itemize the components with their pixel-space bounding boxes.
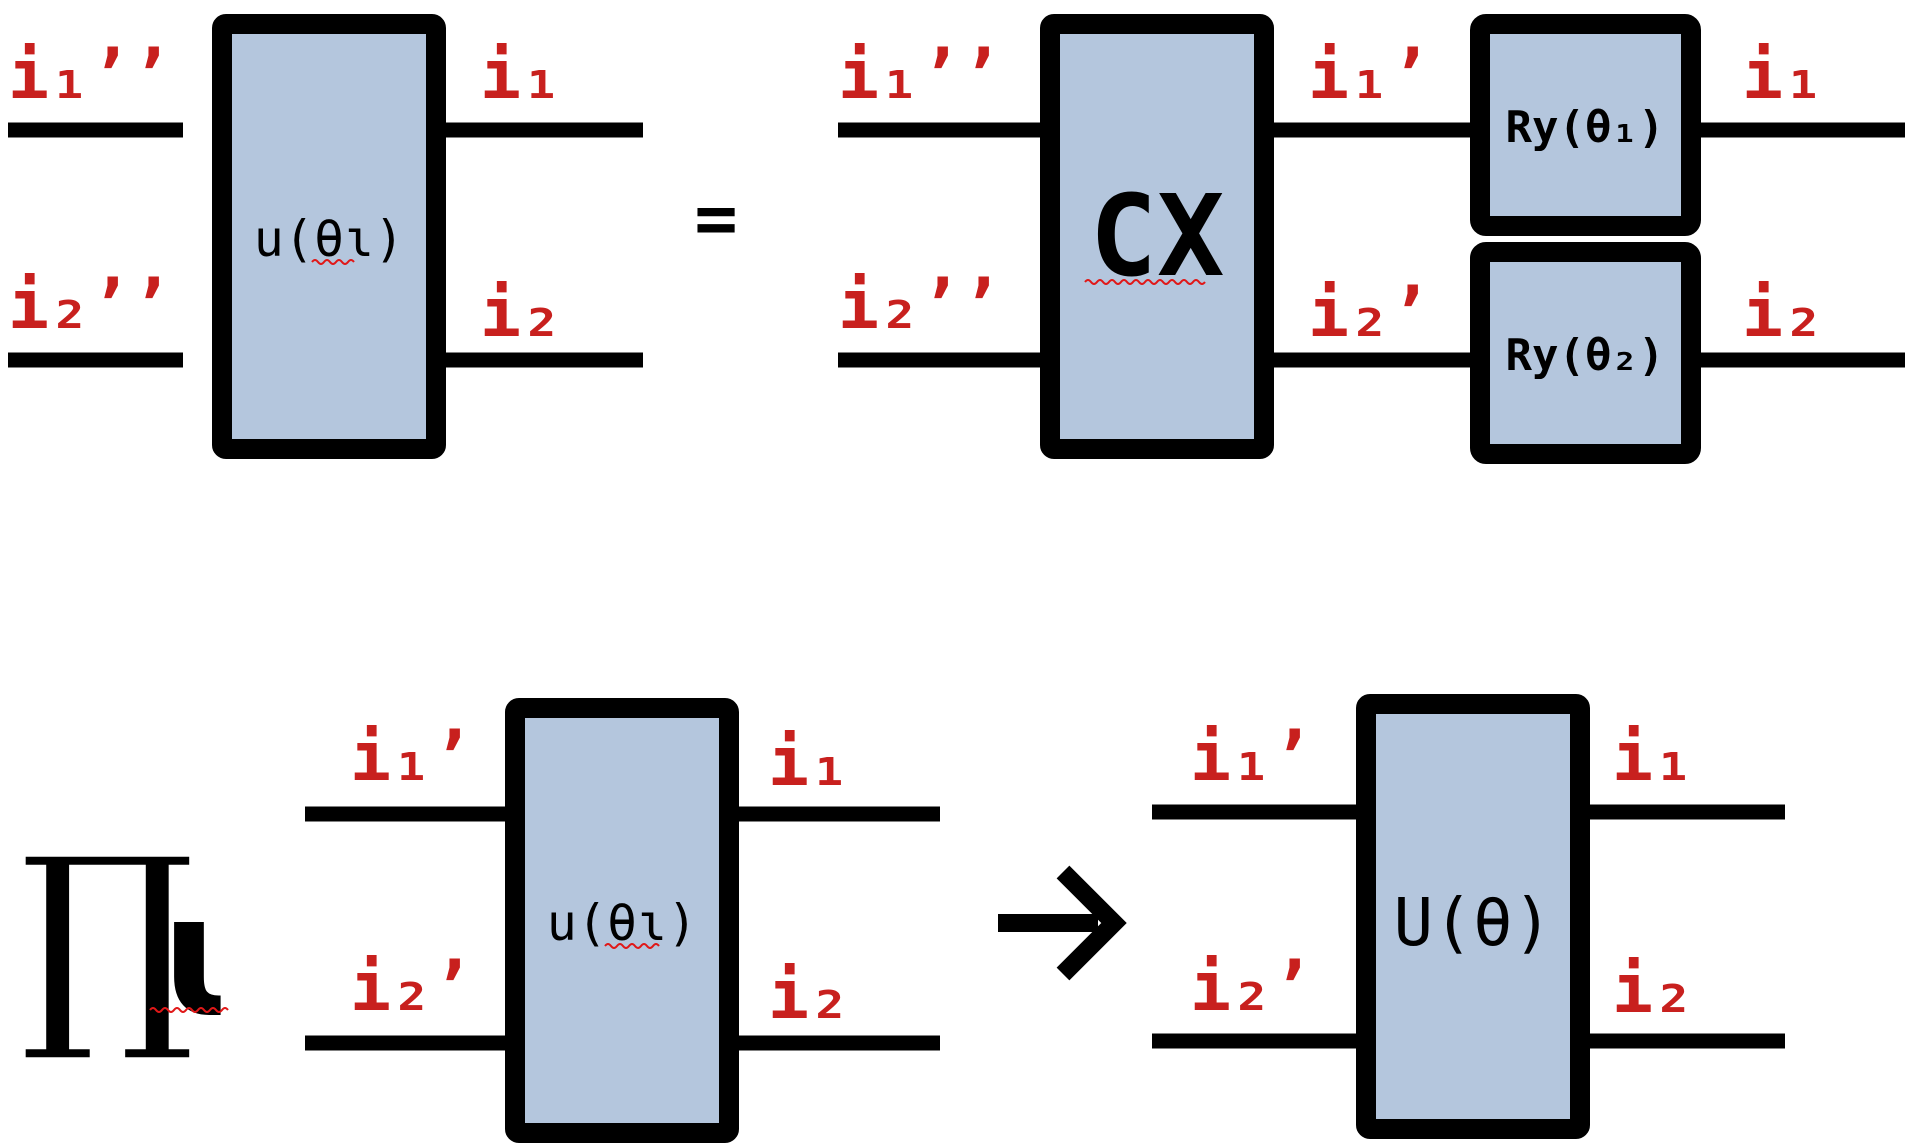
spellcheck-underline xyxy=(604,943,660,949)
bottom-left-circuit: u(θɩ) i₁’ i₂’ i₁ i₂ xyxy=(305,698,940,1143)
label-out-top: i₁ xyxy=(1742,36,1824,115)
spellcheck-underline xyxy=(311,259,355,265)
product-index: ɩ xyxy=(160,858,235,1056)
ry-top-label: Ry(θ₁) xyxy=(1506,102,1665,153)
gate-label: U(θ) xyxy=(1394,884,1553,961)
gate-label: u(θɩ) xyxy=(547,894,698,952)
arrow-icon xyxy=(998,865,1127,981)
label-out-top: i₁ xyxy=(768,723,850,802)
equals-sign: = xyxy=(694,176,737,260)
label-in-bottom: i₂’ xyxy=(1190,948,1313,1027)
top-right-circuit: CX Ry(θ₁) Ry(θ₂) i₁’’ i₂’’ i₁’ i₂’ i₁ i₂ xyxy=(838,14,1905,464)
label-out-top: i₁ xyxy=(1612,718,1694,797)
gate-u-theta-l xyxy=(505,698,739,1143)
product-operator: ∏ ɩ xyxy=(20,811,235,1067)
label-mid-top: i₁’ xyxy=(1308,36,1431,115)
ry-bottom-label: Ry(θ₂) xyxy=(1506,330,1665,381)
label-out-bottom: i₂ xyxy=(768,956,850,1035)
label-out-bottom: i₂ xyxy=(1742,274,1824,353)
product-symbol: ∏ xyxy=(20,811,195,1067)
gate-ry-theta-1 xyxy=(1470,14,1701,236)
gate-cx xyxy=(1040,14,1274,459)
top-left-circuit: u(θɩ) i₁’’ i₂’’ i₁ i₂ xyxy=(8,14,643,459)
label-out-top: i₁ xyxy=(480,36,562,115)
label-mid-bottom: i₂’ xyxy=(1308,274,1431,353)
gate-U-theta xyxy=(1356,694,1590,1139)
label-in-bottom: i₂’’ xyxy=(8,266,172,345)
spellcheck-underline xyxy=(1084,279,1206,285)
label-in-top: i₁’’ xyxy=(838,36,1002,115)
label-in-top: i₁’’ xyxy=(8,36,172,115)
spellcheck-underline xyxy=(149,1007,229,1013)
gate-ry-theta-2 xyxy=(1470,242,1701,464)
gate-label: u(θɩ) xyxy=(254,210,405,268)
label-in-top: i₁’ xyxy=(350,718,473,797)
label-out-bottom: i₂ xyxy=(480,274,562,353)
bottom-right-circuit: U(θ) i₁’ i₂’ i₁ i₂ xyxy=(1152,694,1785,1139)
label-out-bottom: i₂ xyxy=(1612,950,1694,1029)
label-in-bottom: i₂’’ xyxy=(838,266,1002,345)
label-in-top: i₁’ xyxy=(1190,718,1313,797)
label-in-bottom: i₂’ xyxy=(350,948,473,1027)
gate-u-theta-l xyxy=(212,14,446,459)
